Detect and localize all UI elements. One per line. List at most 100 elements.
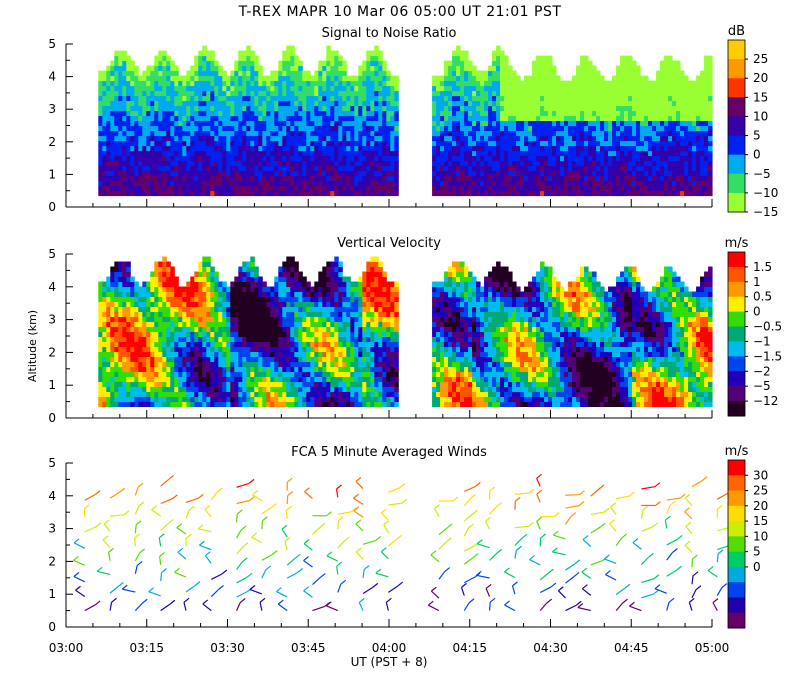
heat-cell bbox=[544, 120, 549, 127]
heat-cell bbox=[138, 356, 143, 363]
heat-cell bbox=[636, 120, 641, 127]
heat-cell bbox=[500, 105, 505, 112]
heat-cell bbox=[664, 145, 669, 152]
heat-cell bbox=[696, 185, 701, 192]
heat-cell bbox=[278, 125, 283, 132]
heat-cell bbox=[314, 140, 319, 147]
heat-cell bbox=[114, 190, 119, 197]
heat-cell bbox=[98, 286, 103, 293]
heat-cell bbox=[106, 346, 111, 353]
heat-cell bbox=[238, 125, 243, 132]
heat-cell bbox=[382, 150, 387, 157]
heat-cell bbox=[572, 150, 577, 157]
heat-cell bbox=[334, 55, 339, 62]
heat-cell bbox=[170, 125, 175, 132]
heat-cell bbox=[708, 105, 713, 112]
heat-cell bbox=[258, 386, 263, 393]
heat-cell bbox=[206, 105, 211, 112]
heat-cell bbox=[266, 140, 271, 147]
heat-cell bbox=[230, 115, 235, 122]
heat-cell bbox=[386, 175, 391, 182]
heat-cell bbox=[158, 180, 163, 187]
heat-cell bbox=[680, 100, 685, 107]
heat-cell bbox=[122, 396, 127, 403]
heat-cell bbox=[366, 70, 371, 77]
heat-cell bbox=[222, 391, 227, 398]
heat-cell bbox=[440, 170, 445, 177]
heat-cell bbox=[568, 85, 573, 92]
heat-cell bbox=[106, 110, 111, 117]
heat-cell bbox=[676, 70, 681, 77]
heat-cell bbox=[448, 95, 453, 102]
heat-cell bbox=[254, 140, 259, 147]
heat-cell bbox=[142, 155, 147, 162]
heat-cell bbox=[604, 190, 609, 197]
heat-cell bbox=[206, 145, 211, 152]
heat-cell bbox=[338, 165, 343, 172]
heat-cell bbox=[366, 160, 371, 167]
heat-cell bbox=[134, 75, 139, 82]
heat-cell bbox=[266, 90, 271, 97]
heat-cell bbox=[322, 185, 327, 192]
heat-cell bbox=[624, 65, 629, 72]
heat-cell bbox=[700, 140, 705, 147]
heat-cell bbox=[568, 170, 573, 177]
heat-cell bbox=[568, 145, 573, 152]
heat-cell bbox=[448, 135, 453, 142]
heat-cell bbox=[254, 361, 259, 368]
heat-cell bbox=[102, 100, 107, 107]
heat-cell bbox=[218, 170, 223, 177]
heat-cell bbox=[154, 326, 159, 333]
heat-cell bbox=[436, 90, 441, 97]
heat-cell bbox=[174, 135, 179, 142]
heat-cell bbox=[190, 155, 195, 162]
heat-cell bbox=[182, 165, 187, 172]
heat-cell bbox=[628, 125, 633, 132]
heat-cell bbox=[230, 90, 235, 97]
heat-cell bbox=[672, 160, 677, 167]
heat-cell bbox=[98, 145, 103, 152]
heat-cell bbox=[440, 95, 445, 102]
heat-cell bbox=[508, 190, 513, 197]
heat-cell bbox=[480, 190, 485, 197]
heat-cell bbox=[612, 100, 617, 107]
heat-cell bbox=[202, 396, 207, 403]
heat-cell bbox=[294, 75, 299, 82]
heat-cell bbox=[508, 170, 513, 177]
heat-cell bbox=[206, 140, 211, 147]
heat-cell bbox=[146, 291, 151, 298]
heat-cell bbox=[190, 170, 195, 177]
heat-cell bbox=[254, 291, 259, 298]
heat-cell bbox=[322, 105, 327, 112]
heat-cell bbox=[680, 130, 685, 137]
heat-cell bbox=[342, 90, 347, 97]
heat-cell bbox=[374, 55, 379, 62]
heat-cell bbox=[436, 130, 441, 137]
heat-cell bbox=[536, 60, 541, 67]
heat-cell bbox=[274, 110, 279, 117]
heat-cell bbox=[456, 130, 461, 137]
heat-cell bbox=[286, 120, 291, 127]
heat-cell bbox=[460, 100, 465, 107]
heat-cell bbox=[676, 180, 681, 187]
heat-cell bbox=[668, 150, 673, 157]
heat-cell bbox=[110, 125, 115, 132]
heat-cell bbox=[130, 70, 135, 77]
data-layer bbox=[98, 45, 713, 197]
heat-cell bbox=[246, 120, 251, 127]
heat-cell bbox=[608, 190, 613, 197]
heat-cell bbox=[206, 190, 211, 197]
heat-cell bbox=[186, 391, 191, 398]
heat-cell bbox=[186, 80, 191, 87]
heat-cell bbox=[656, 100, 661, 107]
heat-cell bbox=[652, 140, 657, 147]
heat-cell bbox=[600, 75, 605, 82]
heat-cell bbox=[496, 65, 501, 72]
heat-cell bbox=[540, 70, 545, 77]
heat-cell bbox=[366, 110, 371, 117]
heat-cell bbox=[214, 180, 219, 187]
heat-cell bbox=[230, 100, 235, 107]
heat-cell bbox=[126, 271, 131, 278]
heat-cell bbox=[326, 180, 331, 187]
heat-cell bbox=[448, 140, 453, 147]
